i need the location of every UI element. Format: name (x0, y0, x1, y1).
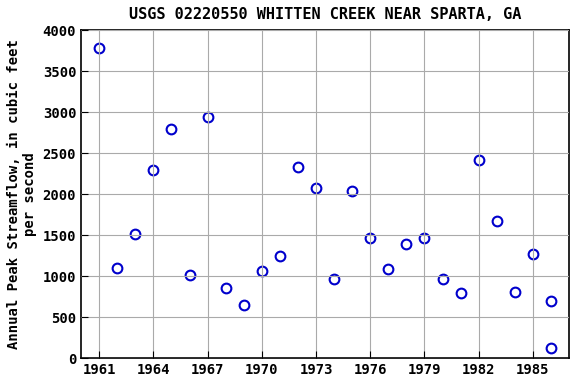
Title: USGS 02220550 WHITTEN CREEK NEAR SPARTA, GA: USGS 02220550 WHITTEN CREEK NEAR SPARTA,… (129, 7, 521, 22)
Y-axis label: Annual Peak Streamflow, in cubic feet
per second: Annual Peak Streamflow, in cubic feet pe… (7, 39, 37, 349)
